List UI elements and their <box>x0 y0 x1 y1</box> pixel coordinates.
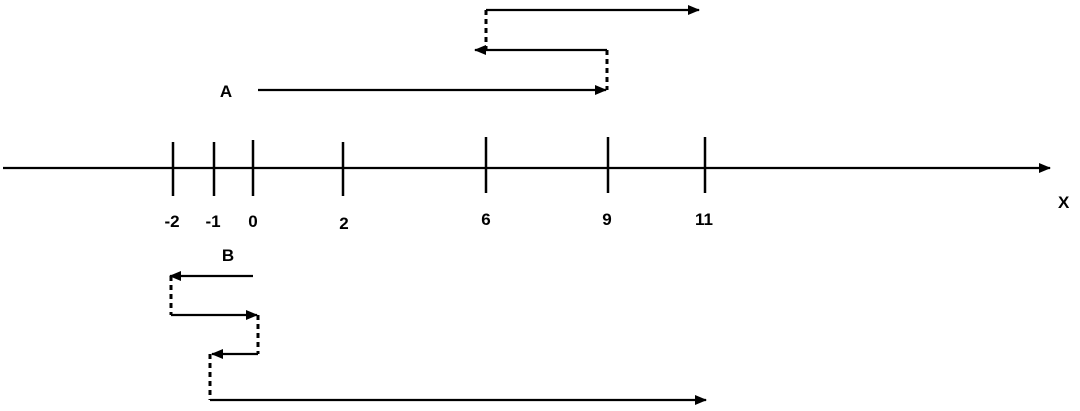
path-b-label: B <box>222 246 234 265</box>
tick-label-minus-1: -1 <box>205 212 220 231</box>
tick-label-0: 0 <box>248 212 257 231</box>
x-axis-label: X <box>1058 193 1070 212</box>
tick-label-6: 6 <box>481 210 490 229</box>
path-a-label: A <box>220 82 232 101</box>
tick-label-minus-2: -2 <box>164 212 179 231</box>
path-a <box>258 5 700 95</box>
tick-label-9: 9 <box>602 210 611 229</box>
tick-label-2: 2 <box>339 214 348 233</box>
path-b <box>169 271 707 405</box>
tick-label-11: 11 <box>695 210 713 229</box>
